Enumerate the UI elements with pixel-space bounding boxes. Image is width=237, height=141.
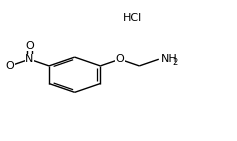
- Text: O: O: [6, 61, 14, 71]
- Text: 2: 2: [172, 58, 177, 67]
- Text: NH: NH: [161, 54, 178, 64]
- Text: HCl: HCl: [123, 13, 142, 23]
- Text: O: O: [115, 54, 124, 64]
- Text: O: O: [25, 41, 34, 51]
- Text: N: N: [25, 54, 34, 64]
